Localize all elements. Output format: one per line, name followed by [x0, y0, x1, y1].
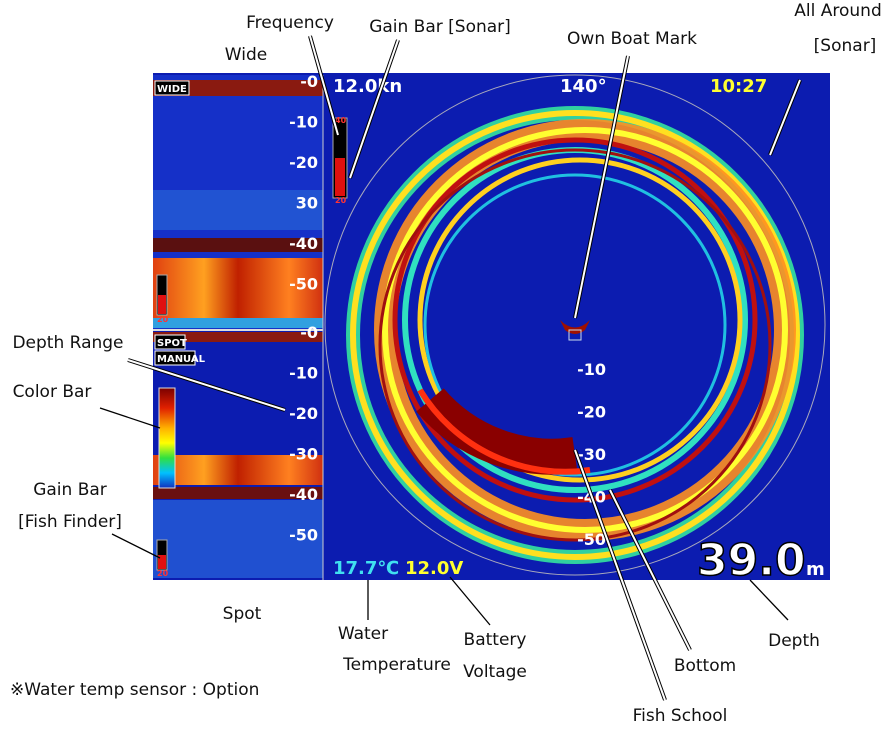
callout: Gain Bar: [33, 480, 107, 500]
speed: 12.0kn: [333, 76, 402, 97]
depth-value: 39.0: [697, 535, 806, 586]
callout: Color Bar: [13, 382, 92, 402]
callout: Water: [338, 624, 388, 644]
depth-unit: m: [806, 559, 825, 580]
callout: Gain Bar [Sonar]: [369, 17, 511, 37]
callout: [Fish Finder]: [18, 512, 122, 532]
sonar-depth-tick: -20: [577, 403, 606, 422]
sonar-depth-tick: -30: [577, 445, 606, 464]
voltage: 12.0V: [405, 558, 463, 579]
spot-depth-tick: -30: [289, 445, 318, 464]
wide-depth-tick: -10: [289, 113, 318, 132]
time: 10:27: [710, 76, 767, 97]
callout: Depth Range: [12, 333, 123, 353]
note: ※Water temp sensor : Option: [10, 680, 259, 700]
screen: 12.0kn 140° 10:27 WIDE SPOT MANUAL 40 20…: [153, 73, 830, 587]
callout: Fish School: [633, 706, 728, 726]
callout: Battery: [464, 630, 527, 650]
callout: Spot: [223, 604, 262, 624]
wide-depth-tick: 30: [296, 194, 318, 213]
wide-depth-tick: -50: [289, 275, 318, 294]
callout: All Around: [794, 1, 881, 21]
wide-depth-tick: -0: [300, 72, 318, 91]
sonar-depth-tick: -10: [577, 360, 606, 379]
spot-tag: SPOT: [157, 338, 187, 349]
callout: [Sonar]: [814, 36, 877, 56]
callout: Frequency: [246, 13, 334, 33]
callout: Own Boat Mark: [567, 29, 697, 49]
spot-depth-tick: -40: [289, 485, 318, 504]
wide-depth-tick: -40: [289, 234, 318, 253]
wide-depth-tick: -20: [289, 153, 318, 172]
sonar-depth-tick: -50: [577, 530, 606, 549]
spot-depth-tick: -10: [289, 364, 318, 383]
water-temp: 17.7℃: [333, 558, 399, 579]
leaders: [99, 35, 802, 701]
spot-gain: 20: [157, 569, 169, 578]
wide-tag: WIDE: [157, 84, 187, 95]
callout: Voltage: [463, 662, 527, 682]
manual-tag: MANUAL: [157, 354, 206, 365]
spot-depth-tick: -20: [289, 404, 318, 423]
spot-depth-tick: -50: [289, 526, 318, 545]
callout: Depth: [768, 631, 820, 651]
heading: 140°: [560, 76, 607, 97]
callout: Bottom: [674, 656, 736, 676]
callout: Wide: [225, 45, 267, 65]
sonar-gain-bottom: 20: [335, 196, 347, 205]
sonar-gain-top: 40: [335, 116, 347, 125]
wide-gain: 20: [157, 315, 169, 324]
spot-depth-tick: -0: [300, 323, 318, 342]
depth-scales: -0 -10 -20 30 -40 -50 -0 -10 -20 -30 -40 -50 -10 -20 -…: [289, 72, 606, 549]
callout: Temperature: [342, 655, 451, 675]
